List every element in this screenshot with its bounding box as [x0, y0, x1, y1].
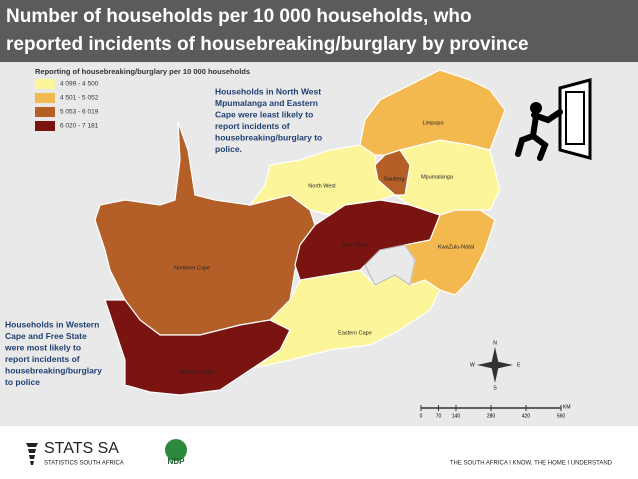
legend-swatch	[35, 93, 55, 103]
scale-unit: KM	[563, 404, 571, 410]
compass-n: N	[493, 340, 497, 346]
legend-title: Reporting of housebreaking/burglary per …	[35, 67, 250, 76]
scale-label: 420	[522, 413, 531, 419]
legend-swatch	[35, 107, 55, 117]
compass-s: S	[493, 385, 497, 391]
province-label: North West	[308, 183, 336, 189]
legend-label: 4 501 - 5 052	[60, 95, 99, 102]
note-top: Cape were least likely to	[215, 109, 313, 119]
province-label: Western Cape	[179, 369, 214, 375]
legend-label: 5 053 - 6 019	[60, 109, 99, 116]
note-top: Mpumalanga and Eastern	[215, 98, 318, 108]
note-bottom: report incidents of	[5, 354, 80, 364]
tagline: THE SOUTH AFRICA I KNOW, THE HOME I UNDE…	[450, 461, 613, 467]
scale-label: 0	[420, 413, 423, 419]
province	[374, 149, 411, 196]
province-label: Free State	[342, 242, 368, 248]
provinces	[94, 69, 506, 396]
province-label: Mpumalanga	[421, 174, 454, 180]
legend-label: 4 099 - 4 500	[60, 81, 99, 88]
compass-e: E	[517, 362, 521, 368]
legend-swatch	[35, 121, 55, 131]
logo-sub: STATISTICS SOUTH AFRICA	[44, 461, 124, 467]
title-line: reported incidents of housebreaking/burg…	[6, 34, 529, 55]
burglar-icon	[515, 78, 592, 161]
note-top: report incidents of	[215, 121, 290, 131]
legend-swatch	[35, 79, 55, 89]
note-top: housebreaking/burglary to	[215, 132, 322, 142]
ndp-logo: NDP	[168, 457, 186, 466]
note-bottom: to police	[5, 377, 40, 387]
title-line: Number of households per 10 000 househol…	[6, 6, 472, 27]
province-label: KwaZulu-Natal	[438, 244, 474, 250]
compass	[477, 347, 513, 383]
province-label: Eastern Cape	[338, 330, 372, 336]
province-label: Northern Cape	[174, 265, 210, 271]
compass-w: W	[470, 362, 475, 368]
lesotho	[364, 244, 416, 286]
footer	[26, 439, 187, 465]
note-bottom: housebreaking/burglary	[5, 365, 102, 375]
province-label: Limpopo	[422, 120, 443, 126]
title-bar	[0, 0, 638, 62]
scale-label: 560	[557, 413, 566, 419]
scale-label: 280	[487, 413, 496, 419]
note-bottom: were most likely to	[4, 342, 81, 352]
logo: STATS SA	[44, 440, 119, 457]
note-top: Households in North West	[215, 86, 321, 96]
note-top: police.	[215, 144, 242, 154]
note-bottom: Cape and Free State	[5, 331, 87, 341]
legend-label: 6 020 - 7 181	[60, 123, 99, 130]
province-label: Gauteng	[383, 176, 404, 182]
note-bottom: Households in Western	[5, 319, 99, 329]
scale-label: 140	[452, 413, 461, 419]
scale-label: 70	[436, 413, 442, 419]
